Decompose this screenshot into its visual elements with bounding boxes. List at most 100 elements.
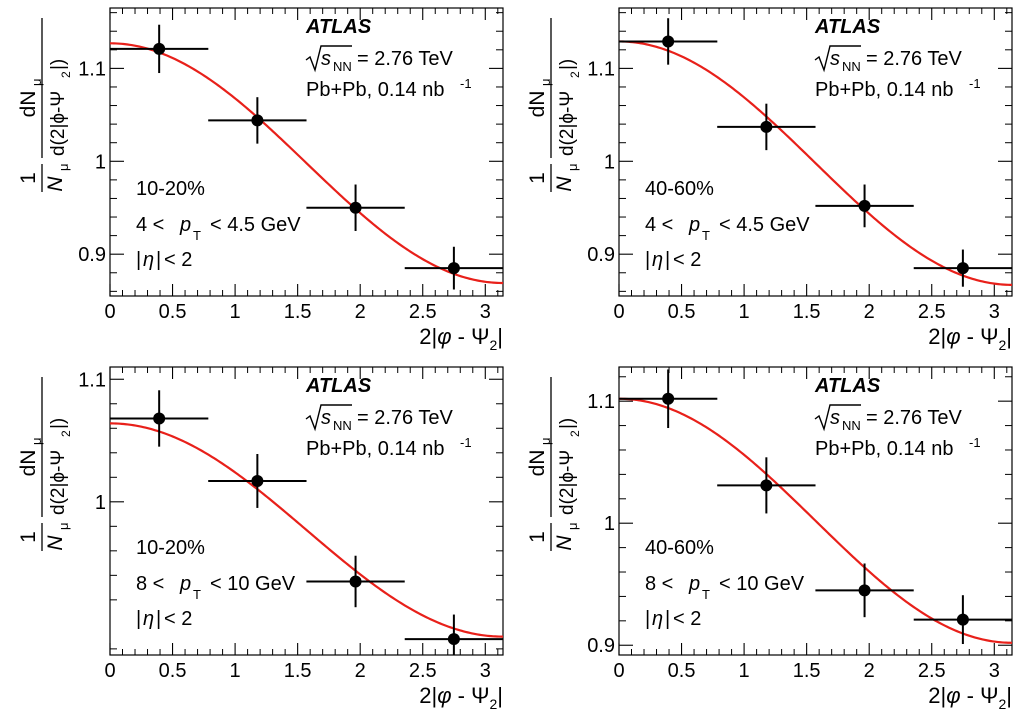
chart-panel-top-left: 0 0.5 1 1.5 2 2.5 3 0.9 1 1.1 ATLAS s NN = 2.76 TeV Pb…: [0, 0, 509, 359]
x-axis-label-subscript: 2: [489, 337, 497, 353]
chart-panel-top-right: 0 0.5 1 1.5 2 2.5 3 0.9 1 1.1 ATLAS s NN = 2.76 TeV Pb…: [509, 0, 1018, 359]
chart-panel-bottom-left: 0 0.5 1 1.5 2 2.5 3 1 1.1 ATLAS s NN = 2.76 TeV Pb+Pb…: [0, 359, 509, 719]
y-label-mu-2: μ: [538, 438, 553, 446]
y-axis-label: 1 Nμ dN μ d(2|ϕ-Ψ 2|): [17, 377, 73, 551]
x-axis-label-subscript: 2: [998, 696, 1006, 712]
collision-label: Pb+Pb, 0.14 nb: [306, 438, 444, 460]
y-tick-label: 0.9: [78, 244, 106, 266]
data-point: [153, 412, 166, 425]
data-point: [760, 120, 773, 133]
x-tick-label: 2: [864, 301, 875, 323]
x-tick-label: 0: [613, 660, 624, 682]
energy-symbol: s: [321, 407, 331, 429]
centrality-label: 40-60%: [645, 178, 714, 200]
y-label-n: N: [44, 176, 67, 192]
pt-symbol: p: [179, 573, 191, 595]
fit-curve: [110, 422, 503, 638]
eta-cut-label: | η | < 2: [136, 249, 192, 271]
collision-label-superscript: -1: [460, 76, 472, 91]
y-label-one: 1: [17, 531, 40, 543]
energy-symbol-subscript: NN: [333, 59, 352, 74]
pt-cut-lower: 4 <: [645, 214, 673, 236]
x-axis-label-subscript: 2: [489, 696, 497, 712]
y-label-denominator: d(2|ϕ-Ψ: [48, 450, 69, 515]
experiment-label: ATLAS: [305, 375, 372, 397]
experiment-label: ATLAS: [305, 16, 372, 38]
eta-symbol: η: [143, 249, 154, 271]
x-axis-label-mid: - Ψ: [961, 683, 999, 708]
pt-cut-label: 8 < p T < 10 GeV: [136, 573, 296, 602]
y-label-denominator: d(2|ϕ-Ψ: [557, 91, 578, 156]
pt-symbol: p: [688, 573, 700, 595]
eta-cut-value: < 2: [164, 608, 192, 630]
y-tick-label: 1: [95, 492, 106, 514]
y-tick-label: 1: [604, 151, 615, 173]
pt-cut-upper: < 4.5 GeV: [719, 214, 810, 236]
data-point: [153, 42, 166, 55]
x-axis-label-mid: - Ψ: [452, 324, 490, 349]
y-axis-label: 1 Nμ dN μ d(2|ϕ-Ψ 2|): [526, 377, 582, 551]
y-axis-label: 1 Nμ dN μ d(2|ϕ-Ψ 2|): [17, 18, 73, 192]
collision-label: Pb+Pb, 0.14 nb: [306, 79, 444, 101]
y-label-denominator: d(2|ϕ-Ψ: [48, 91, 69, 156]
y-label-mu: μ: [565, 164, 580, 172]
collision-label: Pb+Pb, 0.14 nb: [815, 438, 953, 460]
chart-svg: 0 0.5 1 1.5 2 2.5 3 1 1.1 ATLAS s NN = 2.76 TeV Pb+Pb…: [17, 366, 504, 712]
y-label-mu: μ: [56, 523, 71, 531]
y-label-denominator-subscript: 2: [59, 71, 73, 78]
x-tick-label: 1.5: [793, 301, 821, 323]
x-axis-label-bar: |: [1006, 683, 1012, 708]
pt-symbol: p: [179, 214, 191, 236]
y-tick-label: 1.1: [78, 369, 106, 391]
centrality-label: 10-20%: [136, 178, 205, 200]
pt-subscript: T: [702, 228, 710, 243]
y-label-denominator-subscript: 2: [59, 430, 73, 437]
pt-cut-lower: 4 <: [136, 214, 164, 236]
y-tick-label: 1.1: [587, 391, 615, 413]
plot-frame: [109, 7, 504, 297]
data-point: [858, 584, 871, 597]
eta-cut-label: | η | < 2: [645, 608, 701, 630]
centrality-label: 40-60%: [645, 537, 714, 559]
x-tick-label: 2.5: [918, 301, 946, 323]
eta-bar-right: |: [156, 608, 161, 630]
sqrt-symbol: [814, 404, 861, 432]
y-label-mu: μ: [56, 164, 71, 172]
x-axis-label-prefix: 2|: [419, 324, 437, 349]
eta-bar-left: |: [645, 608, 650, 630]
pt-symbol: p: [688, 214, 700, 236]
pt-cut-label: 4 < p T < 4.5 GeV: [136, 214, 301, 243]
collision-label-superscript: -1: [460, 435, 472, 450]
data-point: [251, 114, 264, 127]
energy-label: = 2.76 TeV: [866, 48, 962, 70]
energy-symbol: s: [321, 48, 331, 70]
energy-label: = 2.76 TeV: [357, 407, 453, 429]
x-axis-label-phi: φ: [437, 324, 451, 349]
energy-label: = 2.76 TeV: [357, 48, 453, 70]
x-axis-label: 2|φ - Ψ2|: [928, 683, 1012, 712]
y-label-n: N: [553, 176, 576, 192]
y-label-dn: dN: [526, 91, 549, 118]
x-axis-label-phi: φ: [437, 683, 451, 708]
y-label-denominator-subscript: 2: [568, 71, 582, 78]
pt-cut-label: 4 < p T < 4.5 GeV: [645, 214, 810, 243]
energy-symbol: s: [830, 407, 840, 429]
x-axis-label-mid: - Ψ: [452, 683, 490, 708]
fit-curve: [619, 397, 1012, 644]
pt-cut-upper: < 4.5 GeV: [210, 214, 301, 236]
x-tick-label: 0: [613, 301, 624, 323]
y-label-denominator-subscript: 2: [568, 430, 582, 437]
eta-cut-label: | η | < 2: [136, 608, 192, 630]
collision-label-superscript: -1: [969, 435, 981, 450]
energy-symbol-subscript: NN: [842, 59, 861, 74]
x-tick-label: 1.5: [284, 660, 312, 682]
x-axis-label-prefix: 2|: [928, 683, 946, 708]
x-tick-label: 1: [230, 660, 241, 682]
data-point: [349, 201, 362, 214]
y-tick-label: 1.1: [587, 58, 615, 80]
eta-cut-value: < 2: [673, 249, 701, 271]
eta-symbol: η: [652, 249, 663, 271]
eta-symbol: η: [652, 608, 663, 630]
y-label-one: 1: [17, 172, 40, 184]
data-point: [447, 262, 460, 275]
